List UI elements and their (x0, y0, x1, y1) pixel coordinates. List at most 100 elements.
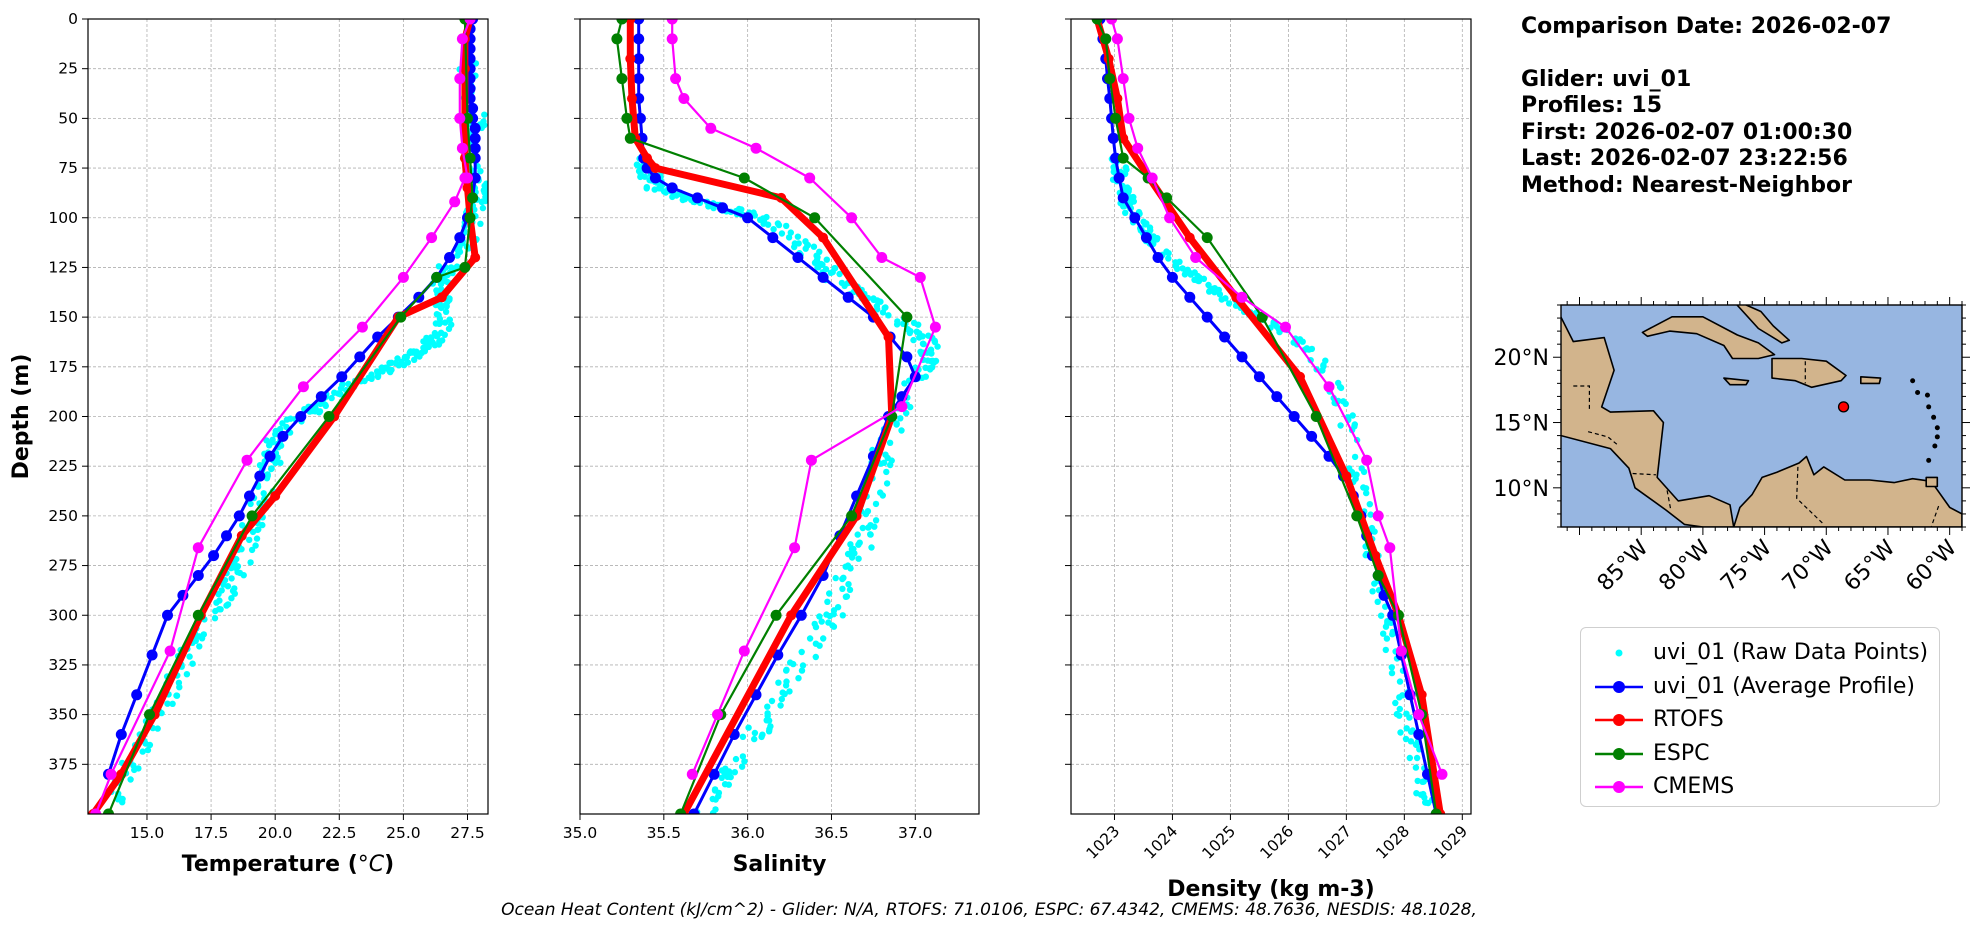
espc-point (464, 152, 476, 164)
x-tick-label: 35.5 (647, 824, 682, 842)
raw-point (907, 403, 914, 411)
temperature-panel: 0 25 50 75 100 125 150 175 200 225 250 275 300 325 350… (9, 10, 489, 877)
raw-point (213, 599, 220, 606)
average-point (162, 609, 173, 621)
raw-point (189, 660, 196, 667)
y-tick-label: 325 (48, 656, 78, 674)
raw-point (445, 325, 453, 332)
x-tick-label: 22.5 (322, 824, 357, 842)
raw-point (931, 337, 938, 344)
raw-point (790, 660, 797, 668)
cmems-point (929, 321, 941, 333)
cmems-point (297, 381, 309, 393)
rtofs-point (462, 182, 473, 193)
espc-point (611, 33, 623, 45)
raw-point (831, 265, 839, 272)
average-point (221, 530, 232, 542)
raw-point (444, 298, 451, 305)
average-point (1184, 291, 1196, 303)
raw-point (287, 415, 294, 422)
raw-point (480, 118, 487, 125)
y-tick-label: 175 (48, 358, 78, 376)
espc-point (246, 510, 258, 522)
raw-point (770, 226, 777, 233)
raw-point (1396, 678, 1404, 685)
raw-point (1374, 598, 1381, 605)
average-point (901, 351, 913, 363)
raw-point (794, 233, 802, 240)
profile-count: Profiles: 15 (1521, 93, 1663, 118)
raw-point (864, 508, 872, 515)
raw-point (277, 459, 284, 466)
legend-label: uvi_01 (Raw Data Points) (1653, 640, 1929, 665)
average-point (1271, 391, 1283, 403)
raw-point (802, 245, 809, 252)
raw-point (872, 517, 880, 524)
x-tick-label: 1026 (1257, 822, 1298, 863)
y-tick-label: 375 (48, 755, 78, 773)
raw-point (901, 380, 908, 387)
raw-point (894, 318, 901, 325)
raw-point (433, 311, 441, 318)
average-point (131, 689, 143, 701)
raw-point (643, 185, 650, 192)
cmems-point (105, 768, 117, 780)
raw-point (454, 247, 462, 254)
cmems-point (397, 271, 409, 283)
raw-point (669, 193, 676, 201)
espc-point (770, 609, 782, 621)
espc-point (809, 212, 821, 224)
average-point (1113, 172, 1125, 184)
average-point (1253, 371, 1265, 383)
raw-point (131, 766, 138, 774)
raw-point (335, 390, 342, 397)
raw-point (818, 618, 825, 625)
cmems-point (459, 172, 471, 184)
raw-point (158, 709, 165, 717)
cmems-point (1111, 33, 1123, 45)
average-point (1129, 212, 1141, 224)
raw-point (751, 212, 758, 219)
raw-point (783, 666, 790, 673)
raw-point (253, 535, 261, 542)
average-point (691, 192, 703, 204)
raw-point (816, 613, 823, 620)
x-axis-label: Density (kg m-3) (1167, 877, 1375, 902)
raw-point (812, 653, 819, 661)
cmems-point (876, 252, 888, 263)
raw-point (874, 297, 881, 304)
average-point (354, 351, 366, 363)
average-point (146, 649, 158, 661)
raw-point (721, 781, 729, 788)
location-map: 10°N 15°N 20°N 85°W 80°W 75°W 70°W 65°W 60°W (1494, 297, 1970, 596)
raw-point (910, 336, 917, 344)
average-point (315, 391, 327, 403)
map-lon-label: 70°W (1778, 535, 1839, 596)
raw-point (142, 740, 149, 747)
raw-point (215, 590, 222, 598)
raw-point (274, 454, 281, 461)
x-tick-label: 27.5 (450, 824, 485, 842)
espc-point (1430, 808, 1442, 814)
raw-point (1392, 699, 1399, 707)
raw-point (1403, 725, 1410, 732)
average-point (795, 609, 807, 621)
cmems-point (456, 33, 468, 45)
raw-point (236, 569, 244, 577)
plot-area (88, 19, 488, 814)
average-point (1306, 430, 1318, 442)
rtofs-point (627, 93, 637, 104)
y-tick-label: 250 (48, 507, 78, 525)
raw-point (1163, 248, 1170, 255)
raw-point (778, 695, 785, 703)
raw-point (1388, 669, 1396, 677)
raw-point (759, 731, 766, 738)
map-lon-label: 75°W (1716, 535, 1777, 596)
average-point (1117, 192, 1129, 204)
raw-point (1216, 291, 1224, 298)
x-axis: 1023 1024 1025 1026 1027 1028 1029 (1083, 814, 1471, 863)
raw-point (727, 773, 734, 781)
raw-point (1396, 694, 1403, 701)
plot-area (611, 19, 941, 814)
